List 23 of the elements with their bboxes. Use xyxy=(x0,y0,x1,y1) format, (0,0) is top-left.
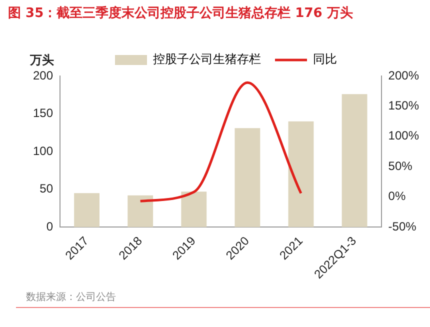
y2-tick-label: 100% xyxy=(388,128,420,143)
chart-title: 图 35：截至三季度末公司控股子公司生猪总存栏 176 万头 xyxy=(8,4,353,22)
bar xyxy=(342,94,368,228)
y-tick-label: 0 xyxy=(46,219,54,234)
y-tick-label: 200 xyxy=(32,68,54,82)
source-note: 数据来源：公司公告 xyxy=(26,290,116,304)
y2-tick-label: 150% xyxy=(388,98,420,113)
bar xyxy=(288,121,314,228)
bar xyxy=(234,128,260,228)
y2-tick-label: 0% xyxy=(388,189,406,204)
y-axis-title: 万头 xyxy=(30,52,54,69)
legend-label: 控股子公司生猪存栏 xyxy=(153,52,261,66)
y2-tick-label: 50% xyxy=(388,158,413,173)
line-series xyxy=(139,81,302,202)
y2-tick-label: -50% xyxy=(388,219,417,234)
y-tick-label: 100 xyxy=(32,144,54,158)
bar xyxy=(128,195,154,228)
y-tick-label: 50 xyxy=(40,182,54,196)
bar xyxy=(74,193,100,228)
legend-label: 同比 xyxy=(313,52,337,66)
y-tick-label: 150 xyxy=(32,106,54,120)
bar xyxy=(181,192,207,228)
y2-tick-label: 200% xyxy=(388,68,420,82)
